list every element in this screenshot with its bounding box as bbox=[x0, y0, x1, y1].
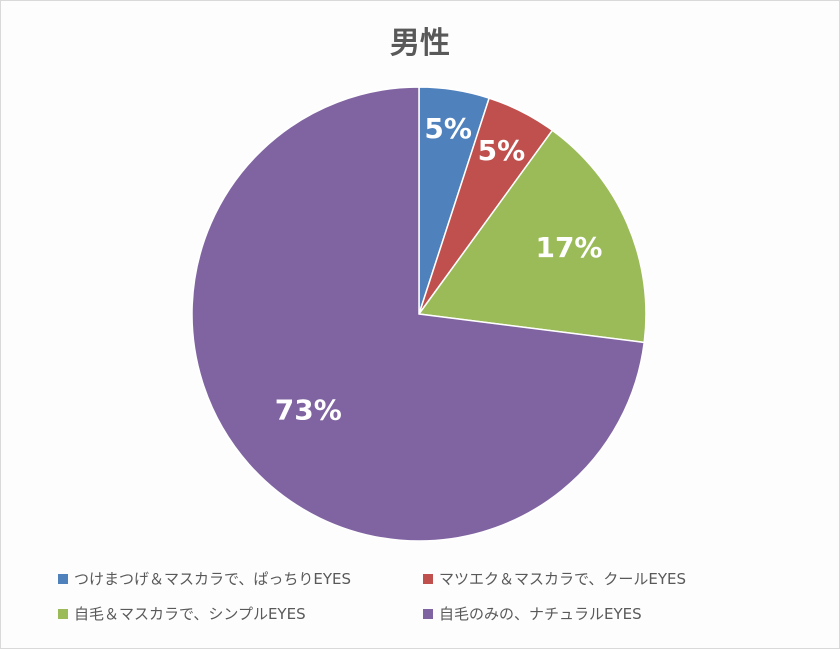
legend-item: 自毛のみの、ナチュラルEYES bbox=[423, 603, 798, 624]
data-label: 5% bbox=[424, 112, 472, 145]
legend-swatch bbox=[423, 573, 433, 584]
legend-label: マツエク＆マスカラで、クールEYES bbox=[439, 570, 687, 588]
chart-legend: つけまつげ＆マスカラで、ぱっちりEYES マツエク＆マスカラで、クールEYES … bbox=[58, 568, 798, 624]
legend-swatch bbox=[423, 608, 433, 619]
pie-data-labels: 5%5% 17% 73% bbox=[275, 112, 603, 426]
pie-slice bbox=[417, 129, 647, 344]
legend-item: つけまつげ＆マスカラで、ぱっちりEYES bbox=[58, 568, 423, 589]
legend-label: 自毛のみの、ナチュラルEYES bbox=[439, 605, 642, 623]
legend-label: つけまつげ＆マスカラで、ぱっちりEYES bbox=[74, 570, 352, 588]
data-label: 17% bbox=[535, 231, 602, 264]
legend-swatch bbox=[58, 573, 68, 584]
chart-title: 男性 bbox=[390, 26, 450, 61]
legend-swatch bbox=[58, 608, 68, 619]
data-label: 5% bbox=[478, 134, 526, 167]
legend-label: 自毛＆マスカラで、シンプルEYES bbox=[74, 605, 306, 623]
legend-item: マツエク＆マスカラで、クールEYES bbox=[423, 568, 798, 589]
data-label: 73% bbox=[275, 394, 342, 427]
pie-slices bbox=[191, 86, 647, 542]
pie-slice bbox=[191, 86, 646, 542]
legend-item: 自毛＆マスカラで、シンプルEYES bbox=[58, 603, 423, 624]
